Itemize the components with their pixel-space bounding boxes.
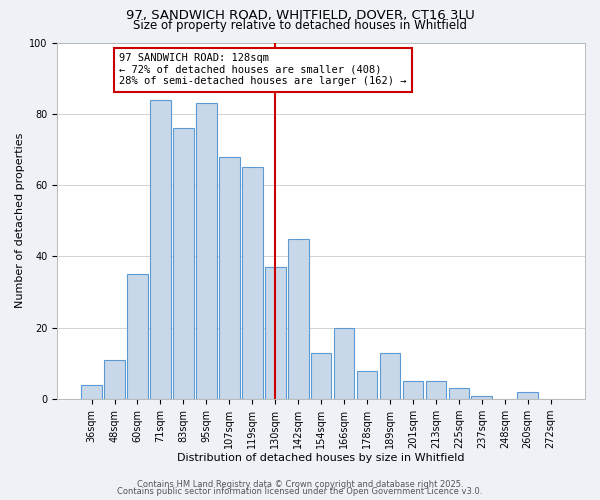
Bar [242, 168, 263, 399]
Bar [173, 128, 194, 399]
Text: Contains public sector information licensed under the Open Government Licence v3: Contains public sector information licen… [118, 487, 482, 496]
Bar [288, 238, 308, 399]
Bar [449, 388, 469, 399]
Bar [265, 267, 286, 399]
Bar [219, 156, 239, 399]
Text: Contains HM Land Registry data © Crown copyright and database right 2025.: Contains HM Land Registry data © Crown c… [137, 480, 463, 489]
Bar [517, 392, 538, 399]
Bar [104, 360, 125, 399]
Bar [196, 103, 217, 399]
Bar [127, 274, 148, 399]
Bar [425, 382, 446, 399]
Text: 97, SANDWICH ROAD, WHITFIELD, DOVER, CT16 3LU: 97, SANDWICH ROAD, WHITFIELD, DOVER, CT1… [125, 9, 475, 22]
Text: Size of property relative to detached houses in Whitfield: Size of property relative to detached ho… [133, 18, 467, 32]
Y-axis label: Number of detached properties: Number of detached properties [15, 133, 25, 308]
Bar [150, 100, 171, 399]
Bar [380, 353, 400, 399]
Text: 97 SANDWICH ROAD: 128sqm
← 72% of detached houses are smaller (408)
28% of semi-: 97 SANDWICH ROAD: 128sqm ← 72% of detach… [119, 53, 407, 86]
Bar [403, 382, 423, 399]
Bar [334, 328, 355, 399]
Bar [81, 385, 102, 399]
Bar [472, 396, 492, 399]
X-axis label: Distribution of detached houses by size in Whitfield: Distribution of detached houses by size … [178, 452, 465, 462]
Bar [311, 353, 331, 399]
Bar [357, 370, 377, 399]
